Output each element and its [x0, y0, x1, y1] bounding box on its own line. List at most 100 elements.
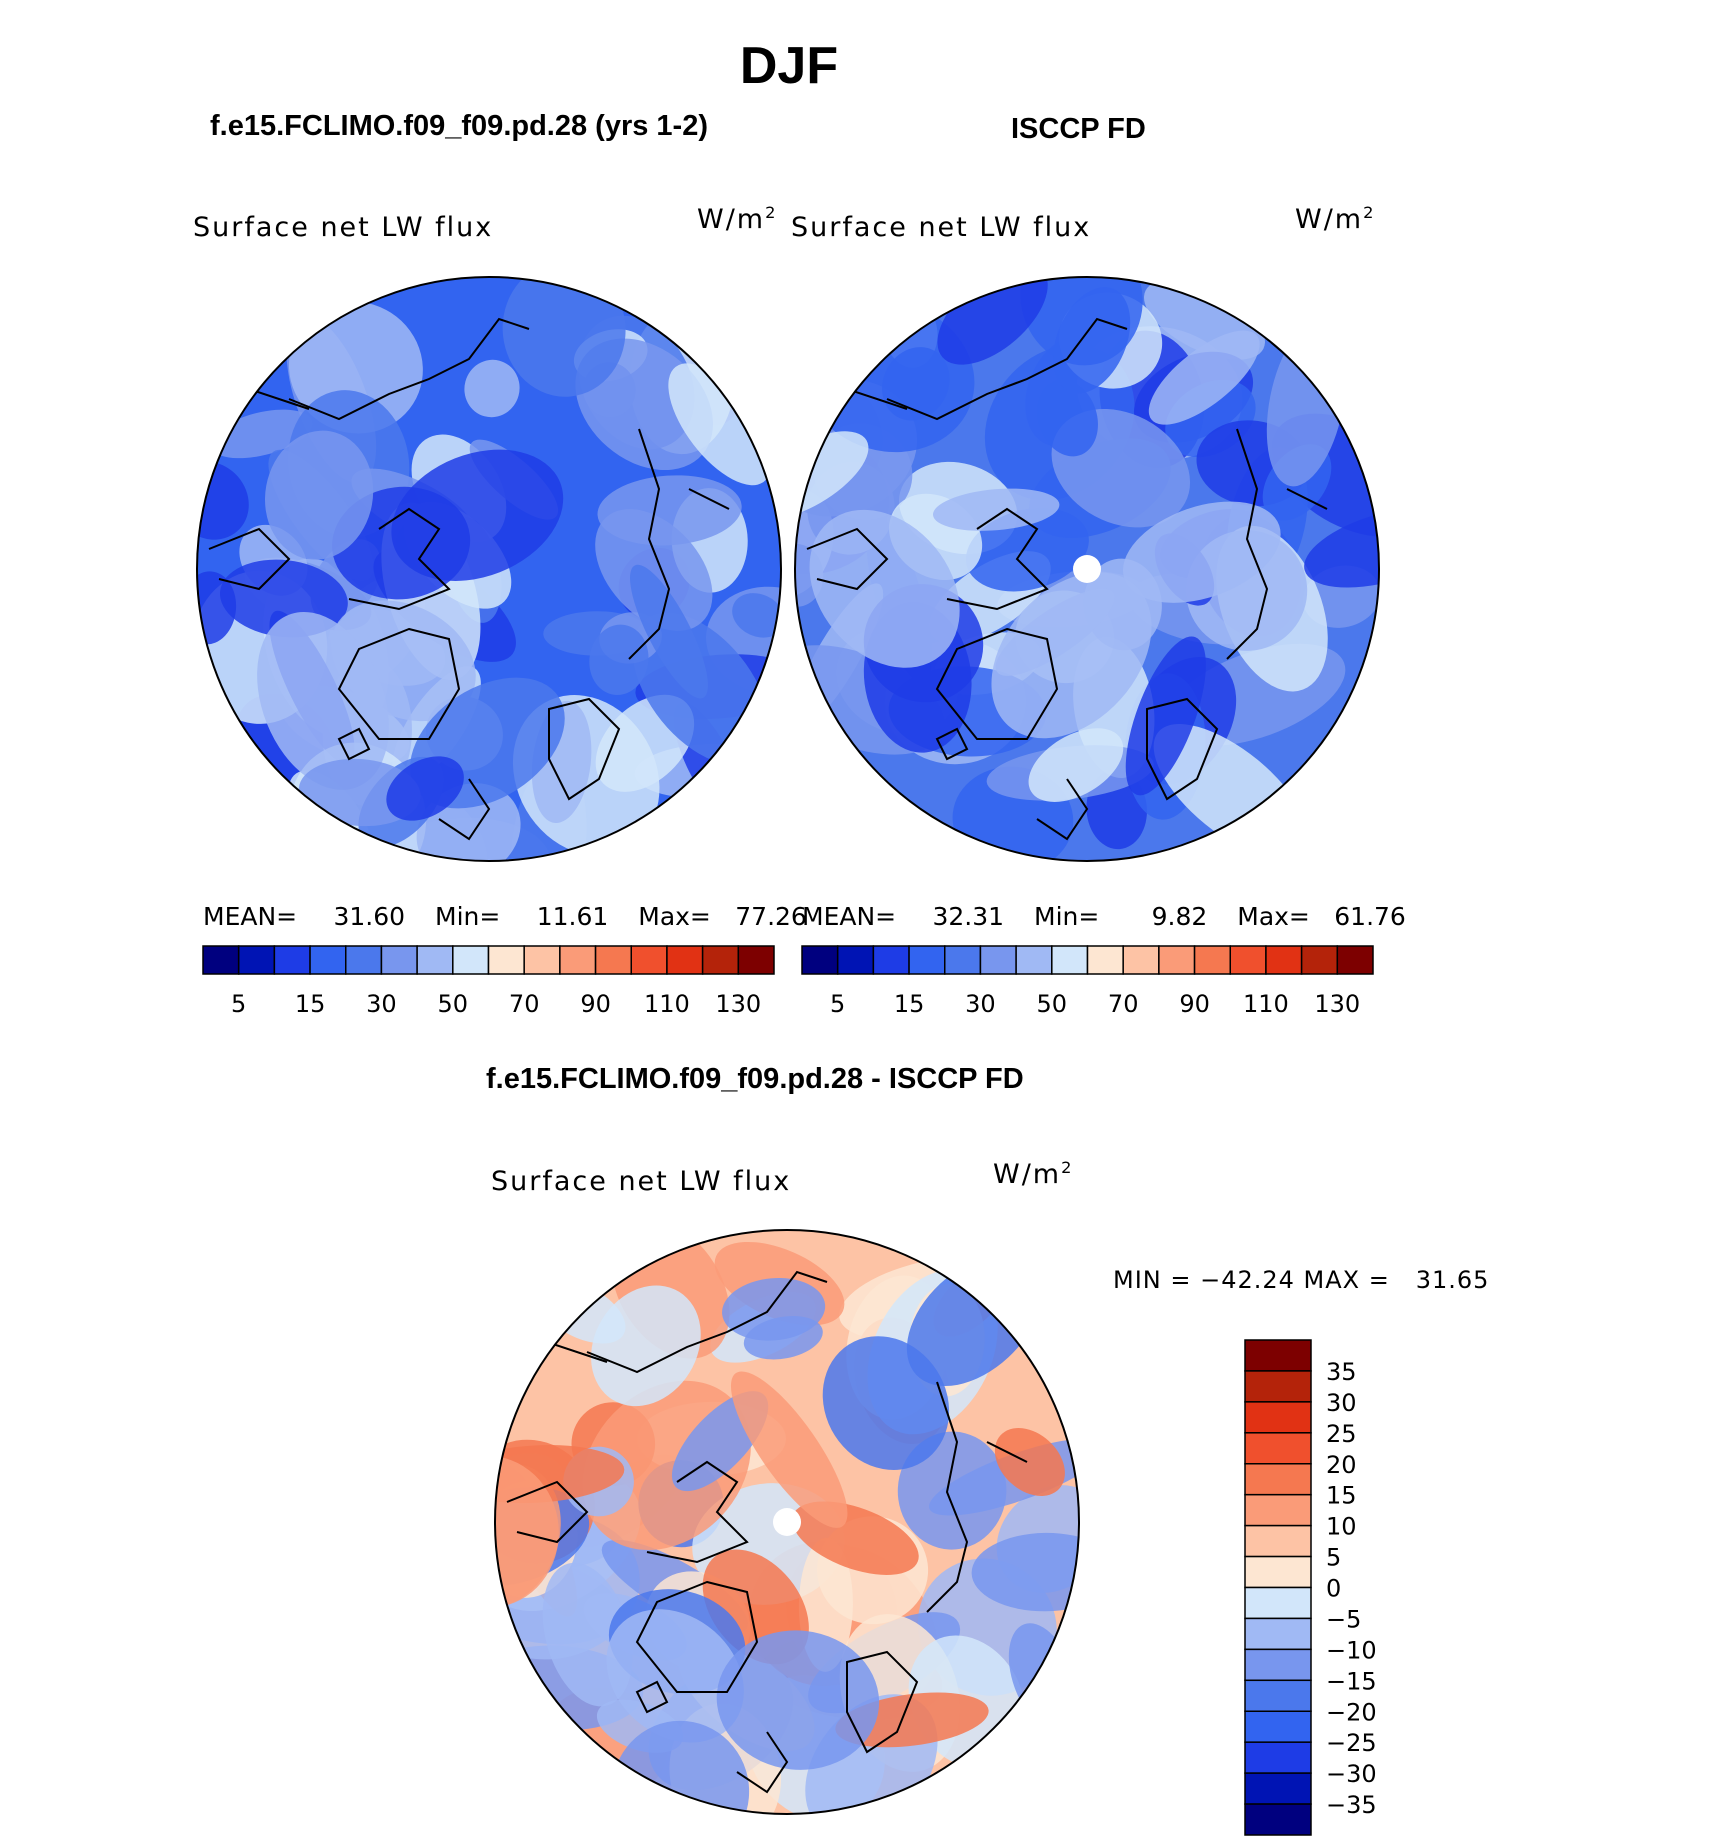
- contour-patch: [971, 1532, 1079, 1612]
- max-label: Max=: [638, 902, 711, 931]
- colorbar-box: [416, 945, 454, 975]
- map-field: [795, 277, 1379, 861]
- coastline: [1036, 778, 1089, 841]
- contour-patch: [386, 756, 464, 821]
- colorbar-tick-label: −35: [1326, 1791, 1377, 1819]
- colorbar-box: [1244, 1617, 1312, 1651]
- coastline: [628, 428, 671, 660]
- coastline: [688, 488, 730, 510]
- contour-patch: [1122, 501, 1281, 603]
- colorbar-box: [1265, 945, 1303, 975]
- colorbar-box: [701, 945, 740, 975]
- colorbar-tick-label: 30: [965, 990, 996, 1018]
- contour-patch: [994, 1428, 1065, 1496]
- map-border: [196, 276, 782, 862]
- colorbar-box: [1244, 1741, 1312, 1774]
- colorbar-tick-label: 20: [1326, 1451, 1357, 1479]
- colorbar-box: [1086, 945, 1124, 975]
- colorbar-box: [1244, 1555, 1312, 1589]
- colorbar-box: [594, 945, 632, 975]
- colorbar-box: [523, 945, 561, 975]
- colorbar-tick-label: 50: [1037, 990, 1068, 1018]
- units-exp: 2: [1061, 1158, 1074, 1177]
- coastline: [348, 507, 451, 611]
- colorbar-box: [1244, 1432, 1312, 1465]
- colorbar-box: [1336, 945, 1374, 975]
- colorbar-tick-label: 30: [366, 990, 397, 1018]
- units-base: W/m: [993, 1159, 1062, 1190]
- diff-header: f.e15.FCLIMO.f09_f09.pd.28 - ISCCP FD: [486, 1063, 1024, 1095]
- contour-patch: [1125, 636, 1206, 796]
- colorbar-tick-label: 110: [1243, 990, 1289, 1018]
- map-panel-model: [196, 276, 782, 862]
- colorbar-tick-label: −5: [1326, 1605, 1361, 1633]
- colorbar-box: [737, 945, 775, 975]
- coastlines: [198, 317, 730, 841]
- panel-b-stats: MEAN= 32.31 Min= 9.82 Max= 61.76: [802, 902, 1406, 931]
- colorbar-tick-label: −20: [1326, 1698, 1377, 1726]
- colorbar-box: [630, 945, 668, 975]
- map-field: [197, 277, 781, 861]
- coastlines: [796, 317, 1328, 841]
- colorbar-box: [1244, 1524, 1312, 1558]
- max-value: 61.76: [1334, 902, 1406, 931]
- colorbar-box: [836, 945, 875, 975]
- colorbar-tick-label: 15: [1326, 1482, 1357, 1510]
- colorbar-box: [908, 945, 946, 975]
- colorbar-tick-label: 130: [1314, 990, 1360, 1018]
- colorbar-tick-label: 10: [1326, 1513, 1357, 1541]
- colorbar-box: [1244, 1370, 1312, 1403]
- colorbar-box: [1244, 1648, 1312, 1682]
- contour-patch: [668, 363, 772, 486]
- colorbar-tick-label: 90: [580, 990, 611, 1018]
- contour-patch: [1304, 507, 1379, 588]
- colorbar-tick-label: 110: [644, 990, 690, 1018]
- map-border: [494, 1229, 1080, 1815]
- min-value: 9.82: [1151, 902, 1208, 931]
- map-panel-difference: [494, 1229, 1080, 1815]
- units-base: W/m: [1295, 204, 1364, 235]
- colorbar-tick-label: −15: [1326, 1667, 1377, 1695]
- contour-patch: [265, 430, 374, 560]
- contour-patch: [730, 1371, 848, 1528]
- colorbar-box: [872, 945, 910, 975]
- coastline: [586, 1270, 828, 1374]
- coastline: [886, 317, 1128, 421]
- contour-patch: [1037, 379, 1098, 457]
- colorbar-box: [979, 945, 1017, 975]
- colorbar-box: [452, 945, 490, 975]
- coastline: [506, 1480, 589, 1544]
- colorbar-box: [1193, 945, 1232, 975]
- contour-patch: [611, 1720, 750, 1814]
- figure-title: DJF: [739, 37, 839, 95]
- panel-a-header: f.e15.FCLIMO.f09_f09.pd.28 (yrs 1-2): [210, 110, 708, 142]
- coastline: [1226, 428, 1269, 660]
- pole-hole: [1073, 555, 1101, 583]
- diff-minmax: MIN = −42.24 MAX = 31.65: [1113, 1266, 1490, 1294]
- contour-patch: [991, 572, 1152, 739]
- mean-value: 32.31: [932, 902, 1005, 931]
- mean-label: MEAN=: [802, 902, 897, 931]
- map-panel-isccp: [794, 276, 1380, 862]
- coastline: [288, 317, 530, 421]
- contour-patch: [995, 588, 1115, 676]
- colorbar-box: [1244, 1710, 1312, 1743]
- diff-units: W/m2: [993, 1158, 1073, 1190]
- colorbar-tick-label: −30: [1326, 1760, 1377, 1788]
- contour-patch: [495, 1455, 559, 1608]
- colorbar-tick-label: 130: [715, 990, 761, 1018]
- colorbar-tick-label: 90: [1179, 990, 1210, 1018]
- colorbar-tick-label: 25: [1326, 1420, 1357, 1448]
- contour-patch: [1148, 330, 1260, 425]
- contour-patch: [933, 488, 1060, 531]
- coastline: [208, 527, 291, 591]
- colorbar-box: [487, 945, 525, 975]
- diff-variable: Surface net LW flux: [491, 1166, 792, 1197]
- panel-b-header: ISCCP FD: [1011, 113, 1146, 145]
- colorbar-box: [202, 945, 240, 975]
- colorbar-box: [1015, 945, 1053, 975]
- max-value: 77.26: [735, 902, 807, 931]
- contour-patch: [197, 461, 249, 540]
- colorbar-box: [309, 945, 347, 975]
- mean-label: MEAN=: [203, 902, 298, 931]
